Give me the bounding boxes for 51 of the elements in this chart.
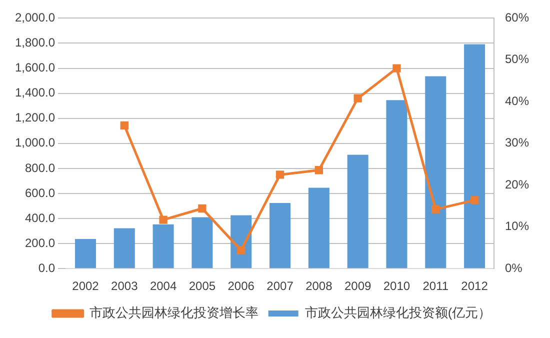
y2-tick-label: 0%	[504, 260, 523, 275]
y2-tick-label: 10%	[504, 219, 530, 234]
bar	[386, 100, 408, 268]
y-tick-label: 1,200.0	[14, 110, 56, 125]
legend-label: 市政公共园林绿化投资额(亿元）	[304, 305, 492, 320]
y2-tick-label: 30%	[504, 136, 530, 150]
y-tick-label: 1,000.0	[14, 136, 56, 150]
bar	[464, 44, 486, 268]
x-tick-label: 2002	[72, 279, 100, 294]
y-tick-label: 400.0	[25, 210, 56, 225]
y-tick-label: 600.0	[25, 186, 56, 200]
bar	[192, 217, 213, 268]
bar	[114, 228, 135, 268]
y-tick-label: 1,400.0	[14, 86, 56, 100]
bar	[347, 154, 368, 268]
bar	[74, 239, 96, 268]
point	[470, 196, 479, 204]
point	[120, 121, 128, 130]
point	[354, 94, 362, 102]
bar	[308, 188, 330, 268]
y-tick-label: 200.0	[25, 236, 56, 250]
x-tick-label: 2006	[228, 279, 255, 294]
bar	[152, 224, 174, 268]
x-tick-label: 2011	[422, 279, 449, 294]
point	[237, 246, 246, 254]
point	[159, 216, 168, 224]
y-tick-label: 2,000.0	[14, 10, 56, 25]
y2-tick-label: 50%	[504, 52, 530, 66]
point	[432, 205, 440, 214]
y2-tick-label: 20%	[504, 177, 530, 192]
point	[276, 170, 284, 179]
x-tick-label: 2004	[150, 279, 177, 294]
x-tick-label: 2012	[461, 279, 488, 294]
y-tick-label: 1,600.0	[14, 60, 56, 75]
x-tick-label: 2003	[111, 279, 138, 294]
x-tick-label: 2005	[188, 279, 216, 294]
point	[392, 64, 401, 72]
y2-tick-label: 60%	[504, 10, 530, 25]
y2-tick-label: 40%	[504, 94, 530, 108]
point	[314, 166, 323, 174]
y-tick-label: 0.0	[38, 260, 56, 275]
bar	[270, 202, 291, 268]
x-tick-label: 2007	[266, 279, 294, 294]
legend-label: 市政公共园林绿化投资增长率	[89, 305, 258, 320]
y-tick-label: 800.0	[25, 160, 56, 175]
point	[198, 204, 206, 213]
y-tick-label: 1,800.0	[14, 36, 56, 50]
x-tick-label: 2009	[344, 279, 372, 294]
bar	[425, 76, 446, 268]
x-tick-label: 2008	[306, 279, 333, 294]
x-tick-label: 2010	[383, 279, 410, 294]
